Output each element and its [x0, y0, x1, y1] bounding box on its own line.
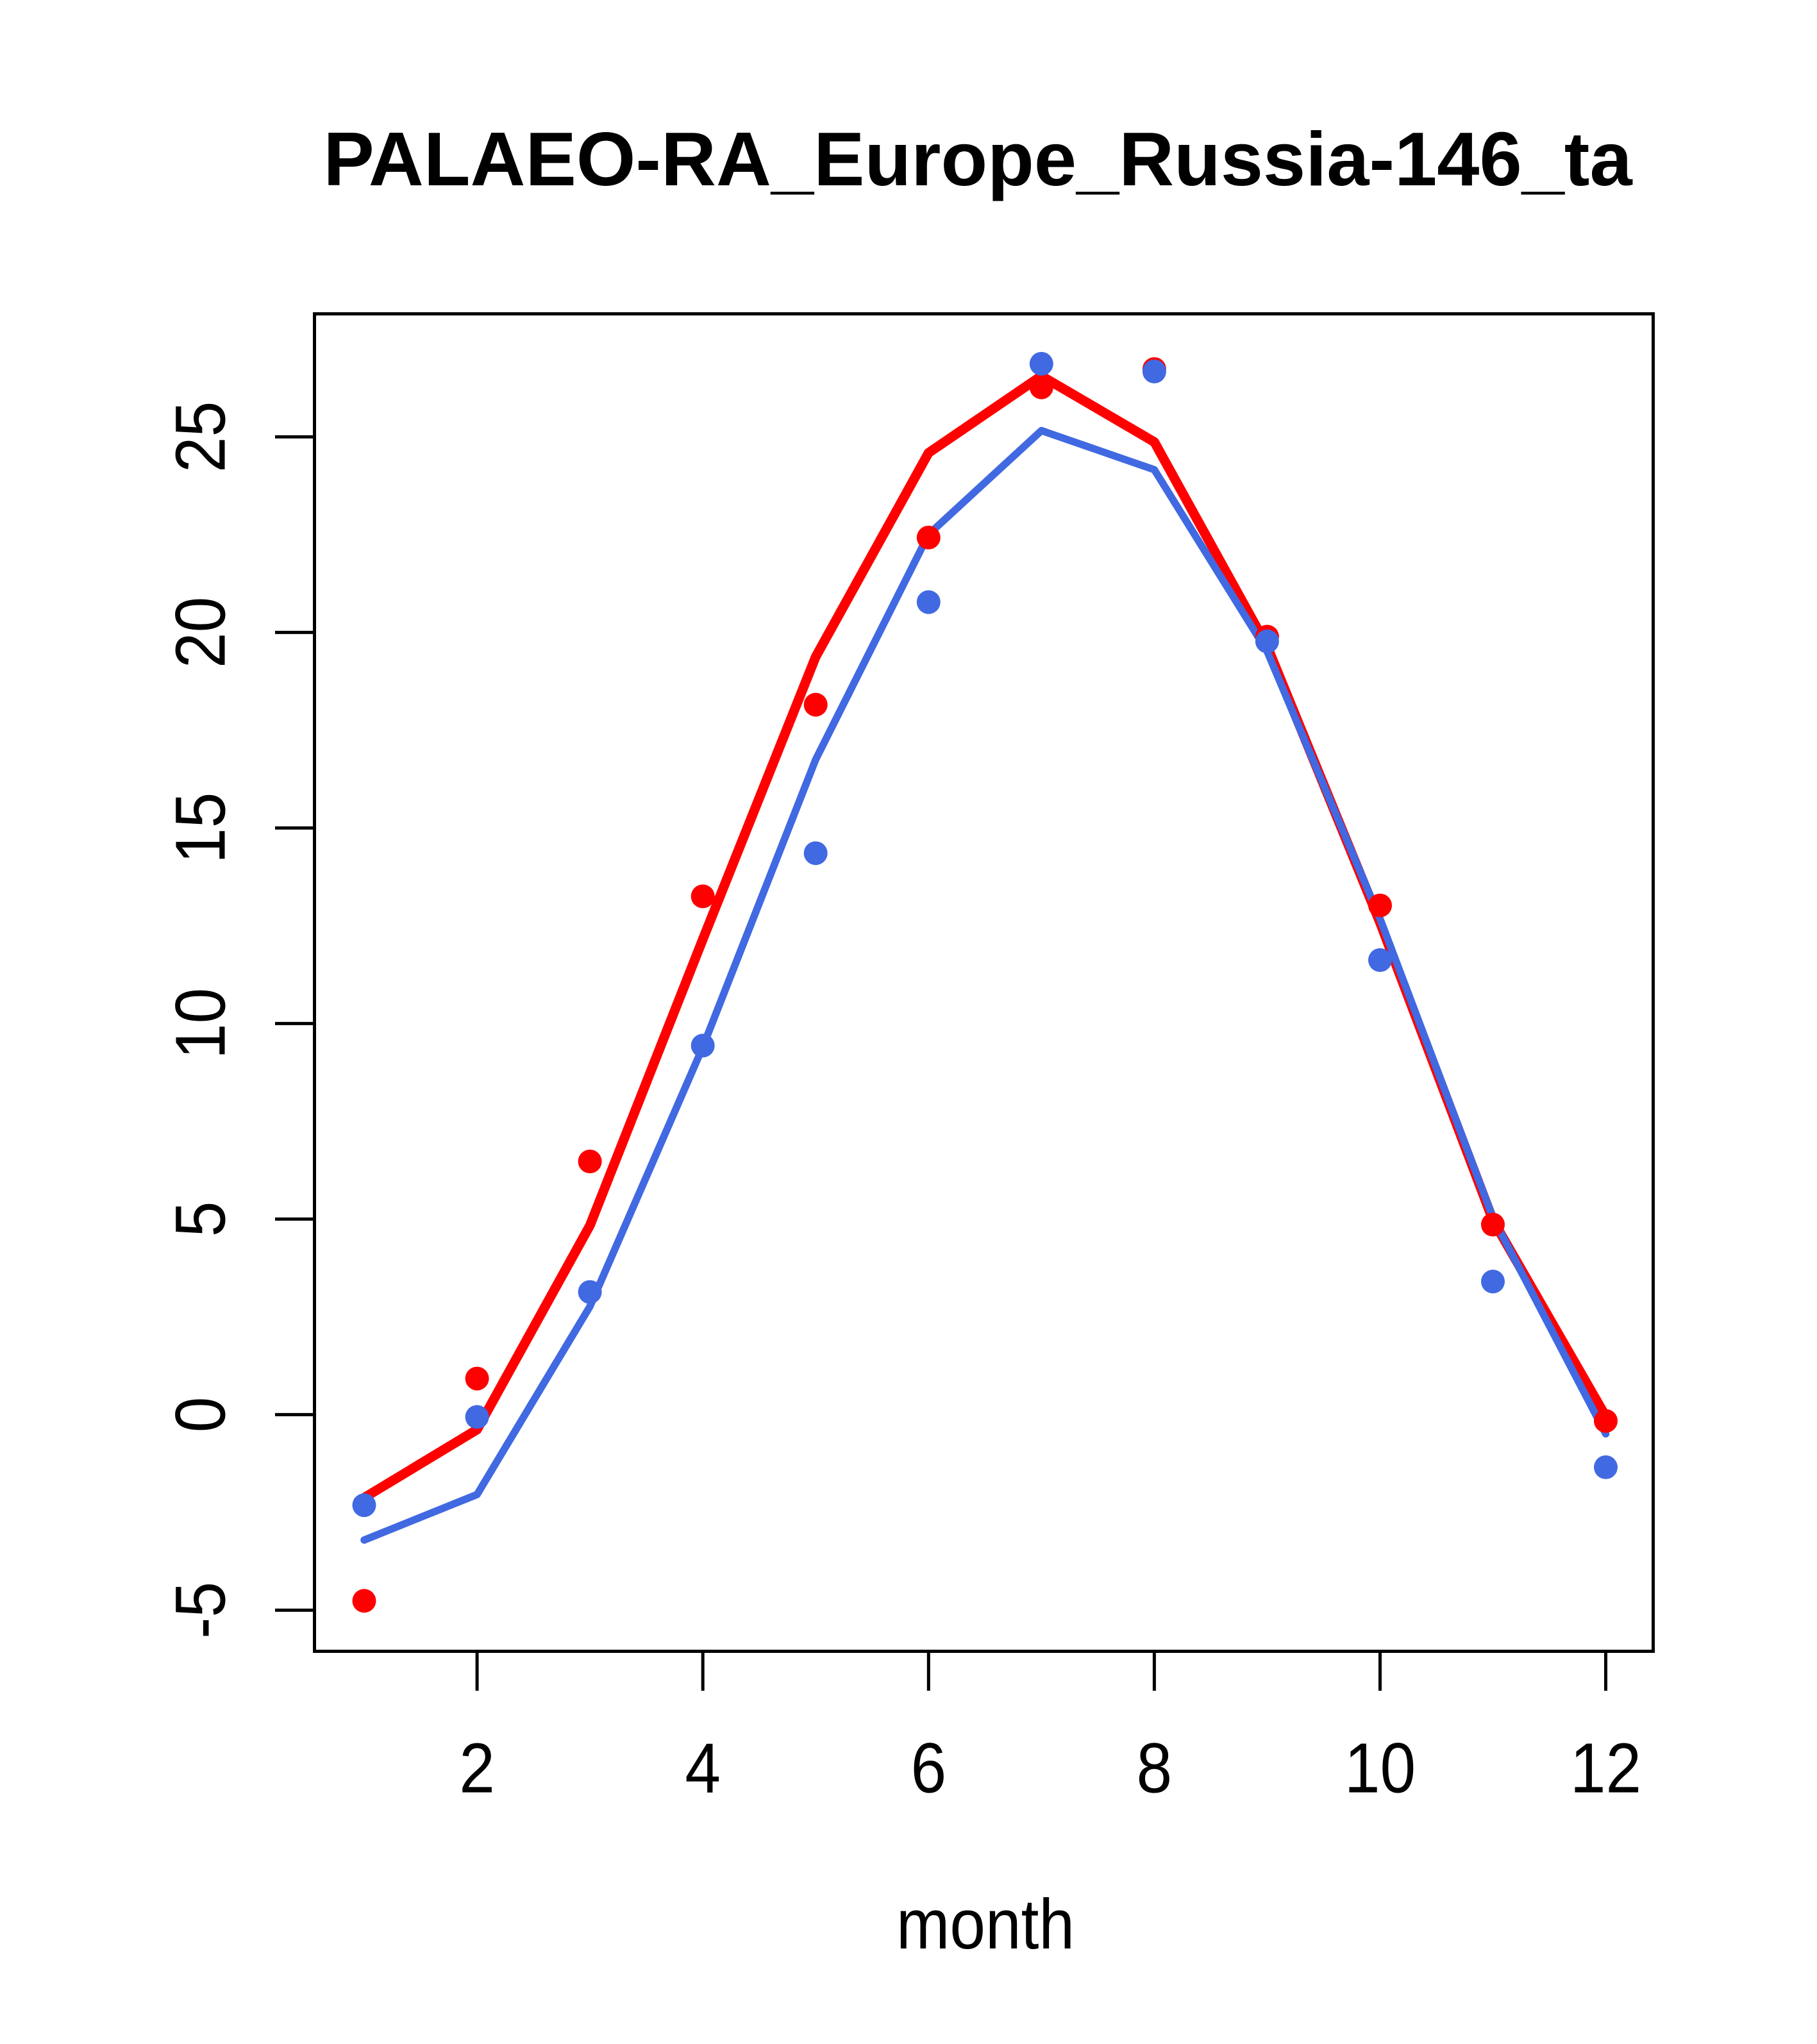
svg-text:20: 20: [161, 597, 240, 668]
svg-text:8: 8: [1137, 1729, 1173, 1808]
svg-text:2: 2: [459, 1729, 495, 1808]
svg-text:month: month: [896, 1885, 1075, 1964]
svg-text:15: 15: [161, 792, 240, 864]
svg-text:12: 12: [1570, 1729, 1641, 1808]
svg-text:0: 0: [161, 1397, 240, 1433]
svg-text:PALAEO-RA_Europe_Russia-146_ta: PALAEO-RA_Europe_Russia-146_ta: [323, 117, 1632, 202]
svg-text:6: 6: [910, 1729, 946, 1808]
svg-text:5: 5: [161, 1202, 240, 1237]
svg-text:10: 10: [161, 988, 240, 1059]
svg-text:4: 4: [685, 1729, 721, 1808]
svg-text:10: 10: [1344, 1729, 1416, 1808]
svg-text:25: 25: [161, 401, 240, 473]
svg-text:-5: -5: [161, 1582, 240, 1639]
